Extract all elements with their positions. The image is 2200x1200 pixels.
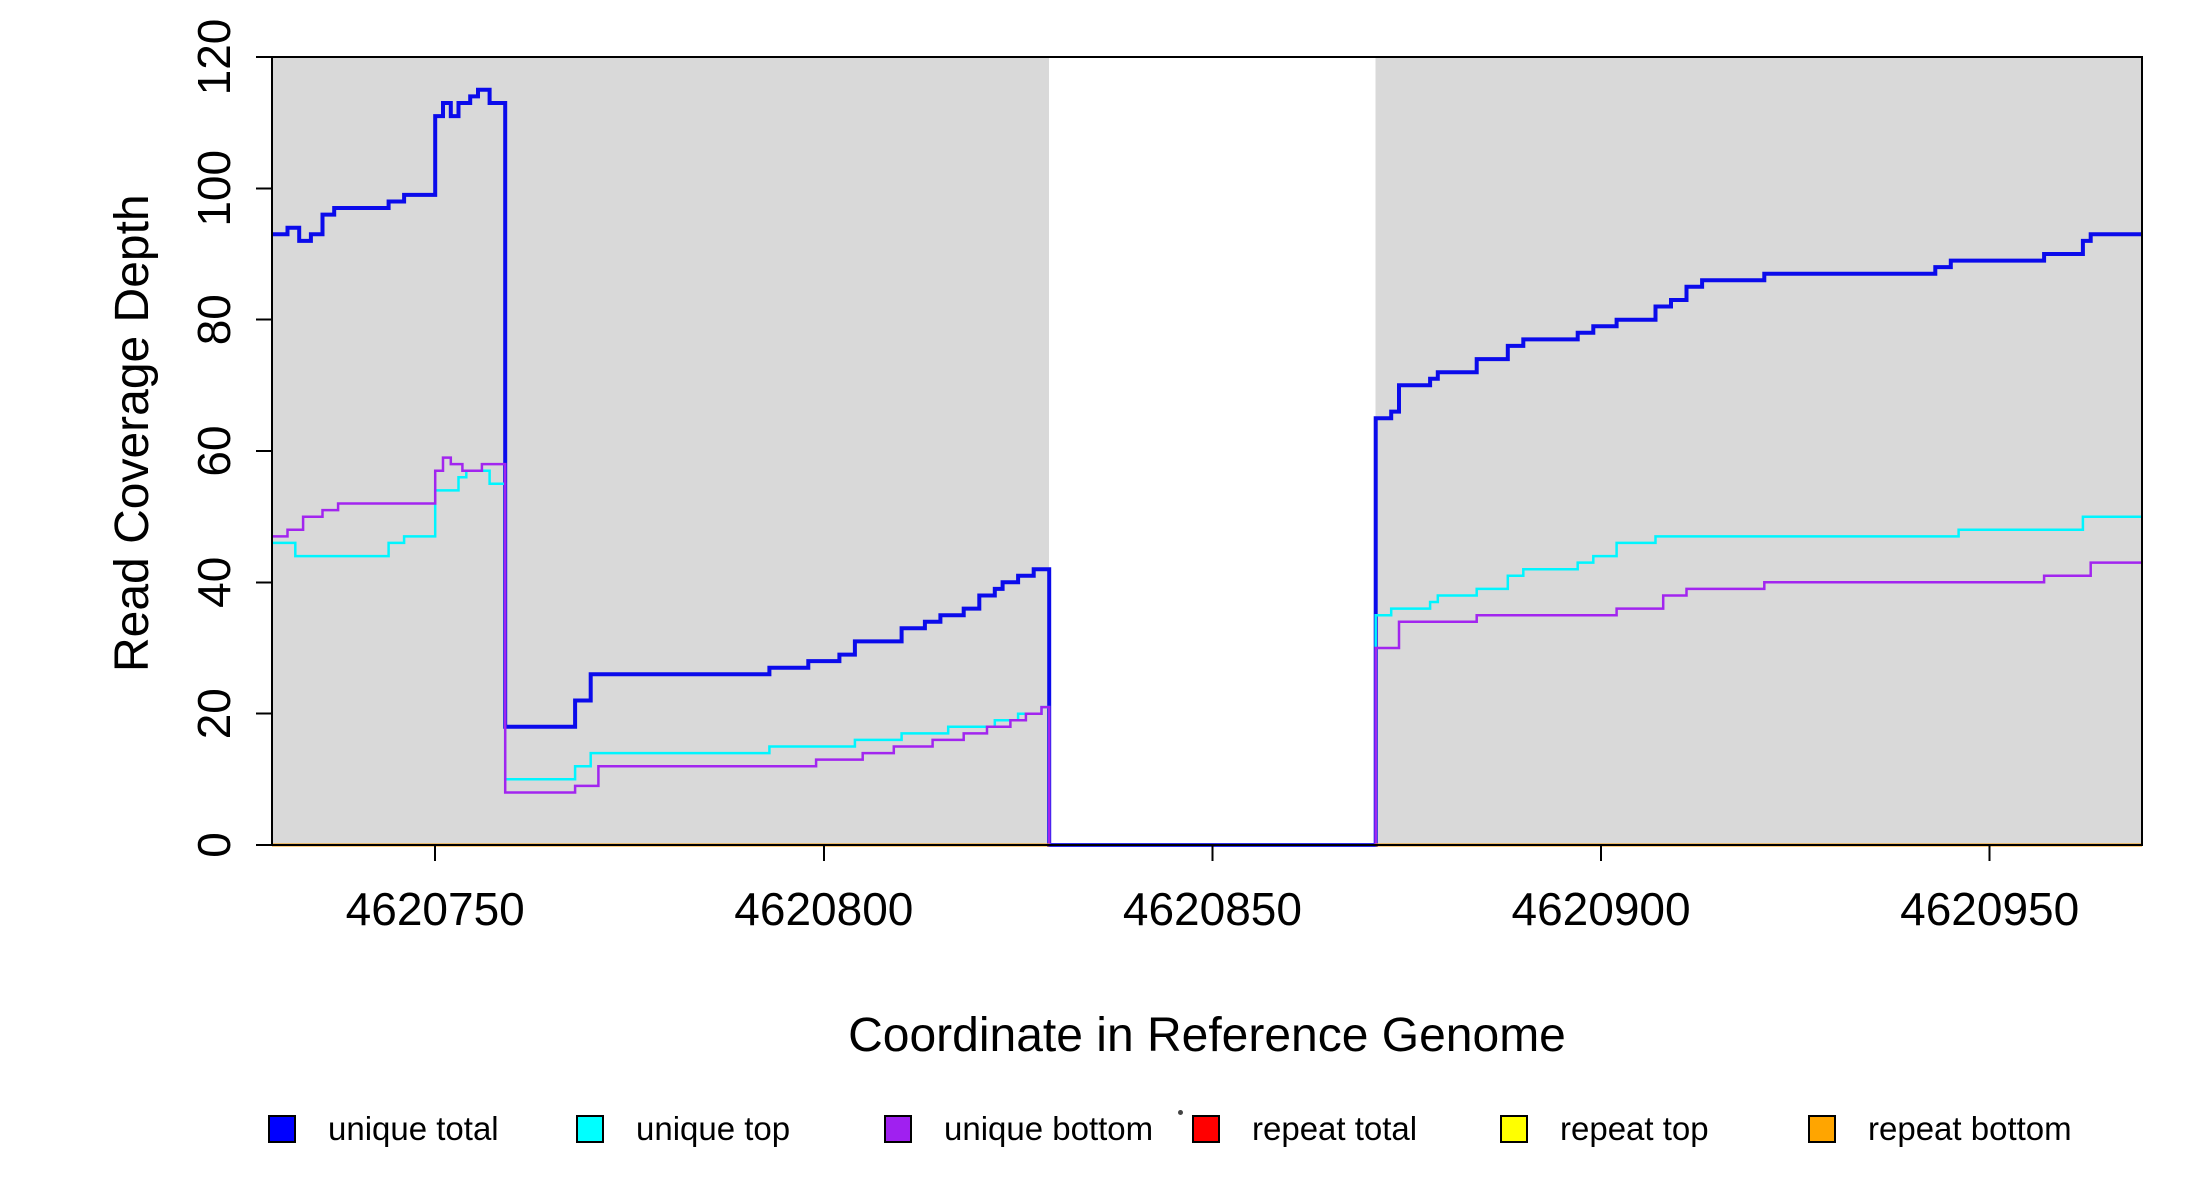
y-tick-label: 120 [188, 19, 240, 96]
legend-label: repeat total [1252, 1110, 1418, 1147]
series-line-unique-bottom [272, 456, 2142, 847]
y-tick-label: 40 [188, 557, 240, 608]
legend-swatch-repeat-total [1192, 1115, 1220, 1143]
x-axis-title: Coordinate in Reference Genome [848, 1009, 1566, 1062]
x-tick-label: 4620750 [346, 883, 525, 935]
stray-dot [1178, 1110, 1183, 1115]
y-tick-label: 60 [188, 425, 240, 476]
y-tick-label: 80 [188, 294, 240, 345]
legend-label: repeat bottom [1868, 1110, 2072, 1147]
legend-item-repeat-bottom: repeat bottom [1808, 1110, 2072, 1147]
x-tick-label: 4620800 [734, 883, 913, 935]
legend-swatch-repeat-bottom [1808, 1115, 1836, 1143]
coverage-panel [272, 57, 1050, 845]
y-tick-label: 100 [188, 150, 240, 227]
y-tick-label: 20 [188, 688, 240, 739]
x-tick-label: 4620850 [1123, 883, 1302, 935]
legend-item-unique-top: unique top [576, 1110, 790, 1147]
x-tick-label: 4620950 [1900, 883, 2079, 935]
legend-item-repeat-total: repeat total [1192, 1110, 1417, 1147]
x-tick-label: 4620900 [1512, 883, 1691, 935]
legend-item-unique-total: unique total [268, 1110, 499, 1147]
coverage-panel [1375, 57, 2142, 845]
legend-label: repeat top [1560, 1110, 1709, 1147]
legend-swatch-unique-bottom [884, 1115, 912, 1143]
legend-swatch-repeat-top [1500, 1115, 1528, 1143]
legend-swatch-unique-top [576, 1115, 604, 1143]
series-line-unique-top [272, 469, 2142, 847]
legend-label: unique total [328, 1110, 499, 1147]
y-axis-title: Read Coverage Depth [106, 194, 159, 672]
legend-swatch-unique-total [268, 1115, 296, 1143]
y-tick-label: 0 [188, 832, 240, 858]
legend-item-unique-bottom: unique bottom [884, 1110, 1153, 1147]
series-line-unique-total [272, 87, 2142, 847]
legend-item-repeat-top: repeat top [1500, 1110, 1709, 1147]
legend-label: unique bottom [944, 1110, 1154, 1147]
legend-label: unique top [636, 1110, 791, 1147]
